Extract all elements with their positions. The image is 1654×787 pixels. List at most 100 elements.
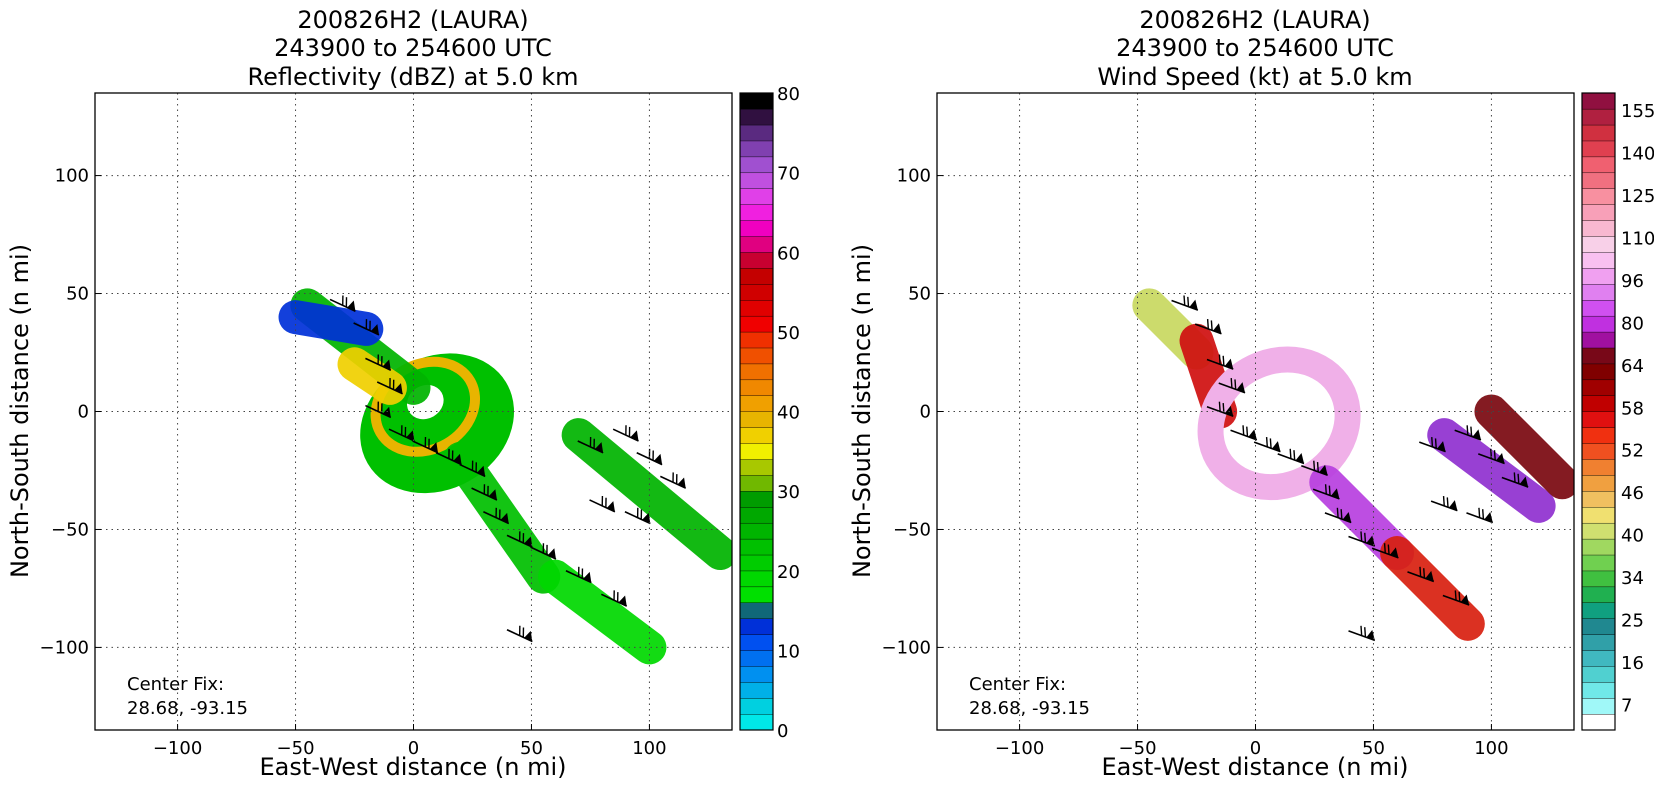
colorbar-segment bbox=[1581, 522, 1616, 540]
wind-barb bbox=[459, 460, 486, 478]
colorbar-segment bbox=[739, 554, 774, 572]
colorbar-segment bbox=[739, 586, 774, 603]
colorbar-segment bbox=[1581, 156, 1616, 174]
wind-barb bbox=[1348, 531, 1376, 547]
colorbar-segment bbox=[739, 124, 774, 142]
data-band bbox=[561, 418, 732, 571]
colorbar-tick-label: 40 bbox=[777, 403, 800, 424]
colorbar-segment bbox=[739, 713, 774, 731]
colorbar-segment bbox=[739, 602, 774, 619]
y-tick-label: −50 bbox=[893, 519, 931, 540]
data-band bbox=[538, 559, 667, 665]
colorbar-segment bbox=[739, 252, 774, 269]
colorbar-segment bbox=[1581, 204, 1616, 221]
colorbar-segment bbox=[1581, 506, 1616, 524]
wind-barb bbox=[412, 437, 439, 454]
colorbar-segment bbox=[739, 236, 774, 253]
colorbar-tick-label: 60 bbox=[777, 243, 800, 264]
colorbar-tick-label: 125 bbox=[1621, 186, 1654, 207]
colorbar-segment bbox=[739, 490, 774, 508]
center-fix-coords: 28.68, -93.15 bbox=[127, 698, 248, 719]
colorbar-segment bbox=[739, 172, 774, 189]
colorbar-segment bbox=[739, 570, 774, 588]
colorbar-segment bbox=[739, 331, 774, 349]
colorbar-tick-label: 58 bbox=[1621, 398, 1644, 419]
colorbar-tick-label: 70 bbox=[777, 164, 800, 185]
colorbar-frame bbox=[739, 92, 774, 731]
colorbar-segment bbox=[1581, 411, 1616, 428]
wind-barb bbox=[624, 507, 651, 525]
wind-barb bbox=[329, 295, 356, 312]
wind-barb bbox=[506, 625, 533, 643]
wind-barb bbox=[506, 531, 533, 548]
colorbar-tick-label: 34 bbox=[1621, 568, 1644, 589]
colorbar-segment bbox=[1581, 682, 1616, 699]
colorbar-segment bbox=[739, 283, 774, 301]
x-tick-label: 100 bbox=[1474, 738, 1508, 759]
chart-title-line3: Wind Speed (kt) at 5.0 km bbox=[1097, 63, 1412, 91]
colorbar-tick-label: 0 bbox=[777, 721, 788, 742]
colorbar-tick-label: 140 bbox=[1621, 143, 1654, 164]
colorbar-segment bbox=[1581, 252, 1616, 269]
colorbar-segment bbox=[739, 506, 774, 524]
wind-barb bbox=[435, 448, 462, 466]
colorbar-segment bbox=[1581, 267, 1616, 285]
colorbar-segment bbox=[739, 650, 774, 667]
x-tick-label: 100 bbox=[632, 738, 666, 759]
colorbar-tick-label: 25 bbox=[1621, 611, 1644, 632]
y-tick-label: 0 bbox=[78, 402, 89, 423]
wind-barb bbox=[1218, 378, 1246, 394]
colorbar-tick-label: 110 bbox=[1621, 228, 1654, 249]
wind-barb bbox=[376, 378, 403, 395]
colorbar-segment bbox=[739, 538, 774, 556]
center-fix-label: Center Fix: bbox=[969, 674, 1066, 695]
wind-barbs bbox=[1171, 295, 1529, 642]
colorbar-tick-label: 50 bbox=[777, 323, 800, 344]
colorbar-segment bbox=[739, 427, 774, 444]
data-band bbox=[443, 441, 561, 594]
wind-barb bbox=[1466, 507, 1494, 524]
colorbar-segment bbox=[739, 618, 774, 635]
wind-barb bbox=[577, 437, 604, 454]
colorbar-segment bbox=[1581, 427, 1616, 444]
wind-barb bbox=[1312, 484, 1340, 500]
colorbar-segment bbox=[739, 92, 774, 110]
colorbar-segment bbox=[1581, 92, 1616, 110]
data-band bbox=[1427, 418, 1556, 523]
colorbar-segment bbox=[1581, 443, 1616, 460]
colorbar-segment bbox=[1581, 347, 1616, 365]
colorbar-tick-label: 30 bbox=[777, 482, 800, 503]
wind-barb bbox=[1206, 354, 1234, 370]
wind-barb bbox=[365, 354, 392, 371]
wind-barb bbox=[1407, 566, 1435, 583]
x-tick-label: −50 bbox=[277, 738, 315, 759]
chart-title-line2: 243900 to 254600 UTC bbox=[274, 34, 552, 62]
y-tick-label: −100 bbox=[40, 637, 89, 658]
colorbar-segment bbox=[739, 156, 774, 174]
chart-title-line1: 200826H2 (LAURA) bbox=[297, 6, 528, 34]
x-tick-label: −100 bbox=[153, 738, 202, 759]
colorbar-tick-label: 46 bbox=[1621, 483, 1644, 504]
colorbar-tick-label: 40 bbox=[1621, 526, 1644, 547]
wind-barb bbox=[1206, 401, 1234, 418]
wind-barb bbox=[1348, 625, 1376, 642]
colorbar-tick-label: 7 bbox=[1621, 696, 1632, 717]
y-tick-label: −50 bbox=[51, 519, 89, 540]
colorbar-segment bbox=[1581, 713, 1616, 731]
colorbar-segment bbox=[739, 347, 774, 365]
colorbar-segment bbox=[739, 682, 774, 699]
colorbar-segment bbox=[739, 443, 774, 460]
colorbar-segment bbox=[739, 522, 774, 540]
colorbar-segment bbox=[1581, 618, 1616, 635]
colorbar-segment bbox=[1581, 570, 1616, 588]
y-axis-label: North-South distance (n mi) bbox=[6, 244, 34, 578]
wind-barb bbox=[530, 543, 557, 560]
x-tick-label: 0 bbox=[408, 738, 419, 759]
data-band bbox=[337, 347, 407, 405]
wind-barb bbox=[388, 425, 415, 442]
x-tick-label: −100 bbox=[995, 738, 1044, 759]
wind-barb bbox=[1454, 425, 1482, 441]
colorbar-segment bbox=[1581, 331, 1616, 349]
wind-barb bbox=[1230, 425, 1258, 441]
colorbar-segment bbox=[739, 188, 774, 205]
